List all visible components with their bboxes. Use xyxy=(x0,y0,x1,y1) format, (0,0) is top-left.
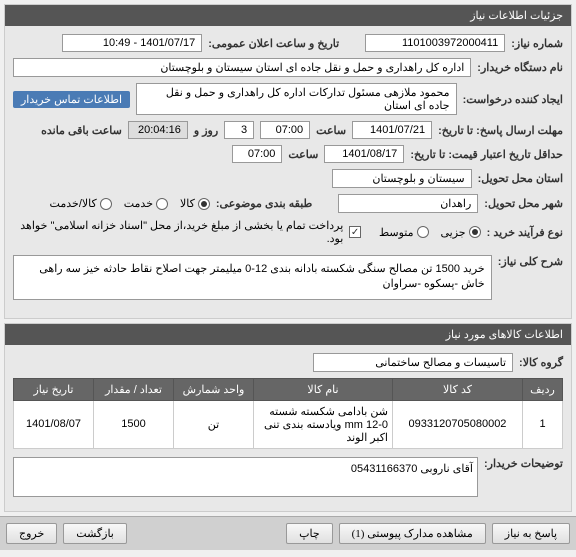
radio-service-circle xyxy=(156,198,168,210)
row-goods-group: گروه کالا: تاسیسات و مصالح ساختمانی xyxy=(13,353,563,372)
radio-minor-circle xyxy=(469,226,481,238)
deadline-label: مهلت ارسال پاسخ: تا تاریخ: xyxy=(438,124,563,137)
radio-goods[interactable]: کالا xyxy=(180,197,210,210)
buyer-org-label: نام دستگاه خریدار: xyxy=(477,61,563,74)
validity-time-label: ساعت xyxy=(288,148,318,161)
row-city: شهر محل تحویل: راهدان طبقه بندی موضوعی: … xyxy=(13,194,563,213)
col-unit: واحد شمارش xyxy=(174,378,254,400)
goods-group-label: گروه کالا: xyxy=(519,356,563,369)
buyer-comment-text: آقای ناروبی 05431166370 xyxy=(13,457,478,497)
deadline-date: 1401/07/21 xyxy=(352,121,432,139)
goods-table-header-row: ردیف کد کالا نام کالا واحد شمارش تعداد /… xyxy=(14,378,563,400)
col-row: ردیف xyxy=(523,378,563,400)
radio-goods-service-circle xyxy=(100,198,112,210)
cell-row: 1 xyxy=(523,400,563,448)
radio-goods-service-label: کالا/خدمت xyxy=(50,197,97,210)
row-need-desc: شرح کلی نیاز: خرید 1500 تن مصالح سنگی شک… xyxy=(13,251,563,304)
goods-group-value: تاسیسات و مصالح ساختمانی xyxy=(313,353,513,372)
radio-goods-service[interactable]: کالا/خدمت xyxy=(50,197,112,210)
col-qty: تعداد / مقدار xyxy=(94,378,174,400)
province-label: استان محل تحویل: xyxy=(478,172,563,185)
announce-date-label: تاریخ و ساعت اعلان عمومی: xyxy=(208,37,339,50)
row-requester: ایجاد کننده درخواست: محمود ملازهی مسئول … xyxy=(13,83,563,115)
requester-value: محمود ملازهی مسئول تدارکات اداره کل راهد… xyxy=(136,83,457,115)
radio-goods-circle xyxy=(198,198,210,210)
deadline-day-label: روز و xyxy=(194,124,218,137)
announce-date-value: 1401/07/17 - 10:49 xyxy=(62,34,202,52)
goods-info-header: اطلاعات کالاهای مورد نیاز xyxy=(5,324,571,345)
need-info-header: جزئیات اطلاعات نیاز xyxy=(5,5,571,26)
deadline-remain-label: ساعت باقی مانده xyxy=(41,124,122,137)
print-button[interactable]: چاپ xyxy=(286,523,333,544)
radio-medium-circle xyxy=(417,226,429,238)
respond-button[interactable]: پاسخ به نیاز xyxy=(492,523,570,544)
need-number-label: شماره نیاز: xyxy=(511,37,563,50)
cell-qty: 1500 xyxy=(94,400,174,448)
button-group-right: بازگشت خروج xyxy=(6,523,127,544)
row-province: استان محل تحویل: سیستان و بلوچستان xyxy=(13,169,563,188)
deadline-remain: 20:04:16 xyxy=(128,121,188,139)
row-deadline: مهلت ارسال پاسخ: تا تاریخ: 1401/07/21 سا… xyxy=(13,121,563,139)
contact-info-link[interactable]: اطلاعات تماس خریدار xyxy=(13,91,130,108)
need-info-panel: جزئیات اطلاعات نیاز شماره نیاز: 11010039… xyxy=(4,4,572,319)
province-value: سیستان و بلوچستان xyxy=(332,169,472,188)
need-desc-text: خرید 1500 تن مصالح سنگی شکسته بادانه بند… xyxy=(13,255,492,300)
row-purchase-type: نوع فرآیند خرید : جزیی متوسط پرداخت تمام… xyxy=(13,219,563,245)
radio-goods-label: کالا xyxy=(180,197,195,210)
payment-note: پرداخت تمام یا بخشی از مبلغ خرید،از محل … xyxy=(13,219,343,245)
col-date: تاریخ نیاز xyxy=(14,378,94,400)
radio-service[interactable]: خدمت xyxy=(124,197,168,210)
cell-date: 1401/08/07 xyxy=(14,400,94,448)
requester-label: ایجاد کننده درخواست: xyxy=(463,93,563,106)
radio-minor-label: جزیی xyxy=(441,226,466,239)
need-desc-label: شرح کلی نیاز: xyxy=(498,255,563,268)
cell-name: شن بادامی شکسته شسته 0-12 mm ویادسته بند… xyxy=(254,400,393,448)
goods-info-panel: اطلاعات کالاهای مورد نیاز گروه کالا: تاس… xyxy=(4,323,572,512)
radio-minor[interactable]: جزیی xyxy=(441,226,481,239)
purchase-type-radio-group: جزیی متوسط xyxy=(379,226,481,239)
radio-service-label: خدمت xyxy=(124,197,153,210)
cell-code: 0933120705080002 xyxy=(393,400,523,448)
city-label: شهر محل تحویل: xyxy=(484,197,563,210)
col-code: کد کالا xyxy=(393,378,523,400)
col-name: نام کالا xyxy=(254,378,393,400)
goods-info-body: گروه کالا: تاسیسات و مصالح ساختمانی ردیف… xyxy=(5,345,571,511)
buyer-org-value: اداره کل راهداری و حمل و نقل جاده ای است… xyxy=(13,58,471,77)
validity-time: 07:00 xyxy=(232,145,282,163)
row-buyer-comment: توضیحات خریدار: آقای ناروبی 05431166370 xyxy=(13,457,563,497)
back-button[interactable]: بازگشت xyxy=(63,523,127,544)
table-row[interactable]: 1 0933120705080002 شن بادامی شکسته شسته … xyxy=(14,400,563,448)
radio-medium[interactable]: متوسط xyxy=(379,226,429,239)
need-info-body: شماره نیاز: 1101003972000411 تاریخ و ساع… xyxy=(5,26,571,318)
row-need-number: شماره نیاز: 1101003972000411 تاریخ و ساع… xyxy=(13,34,563,52)
deadline-time-label: ساعت xyxy=(316,124,346,137)
exit-button[interactable]: خروج xyxy=(6,523,57,544)
attachments-button[interactable]: مشاهده مدارک پیوستی (1) xyxy=(339,523,486,544)
radio-medium-label: متوسط xyxy=(379,226,414,239)
payment-checkbox[interactable] xyxy=(349,226,361,238)
city-value: راهدان xyxy=(338,194,478,213)
deadline-time: 07:00 xyxy=(260,121,310,139)
purchase-type-label: نوع فرآیند خرید : xyxy=(487,226,563,239)
deadline-days: 3 xyxy=(224,121,254,139)
validity-label: حداقل تاریخ اعتبار قیمت: تا تاریخ: xyxy=(410,148,563,161)
buyer-comment-label: توضیحات خریدار: xyxy=(484,457,563,470)
goods-table: ردیف کد کالا نام کالا واحد شمارش تعداد /… xyxy=(13,378,563,449)
category-label: طبقه بندی موضوعی: xyxy=(216,197,312,210)
validity-date: 1401/08/17 xyxy=(324,145,404,163)
cell-unit: تن xyxy=(174,400,254,448)
button-bar: پاسخ به نیاز مشاهده مدارک پیوستی (1) چاپ… xyxy=(0,516,576,550)
need-number-value: 1101003972000411 xyxy=(365,34,505,52)
row-validity: حداقل تاریخ اعتبار قیمت: تا تاریخ: 1401/… xyxy=(13,145,563,163)
category-radio-group: کالا خدمت کالا/خدمت xyxy=(50,197,210,210)
row-buyer-org: نام دستگاه خریدار: اداره کل راهداری و حم… xyxy=(13,58,563,77)
